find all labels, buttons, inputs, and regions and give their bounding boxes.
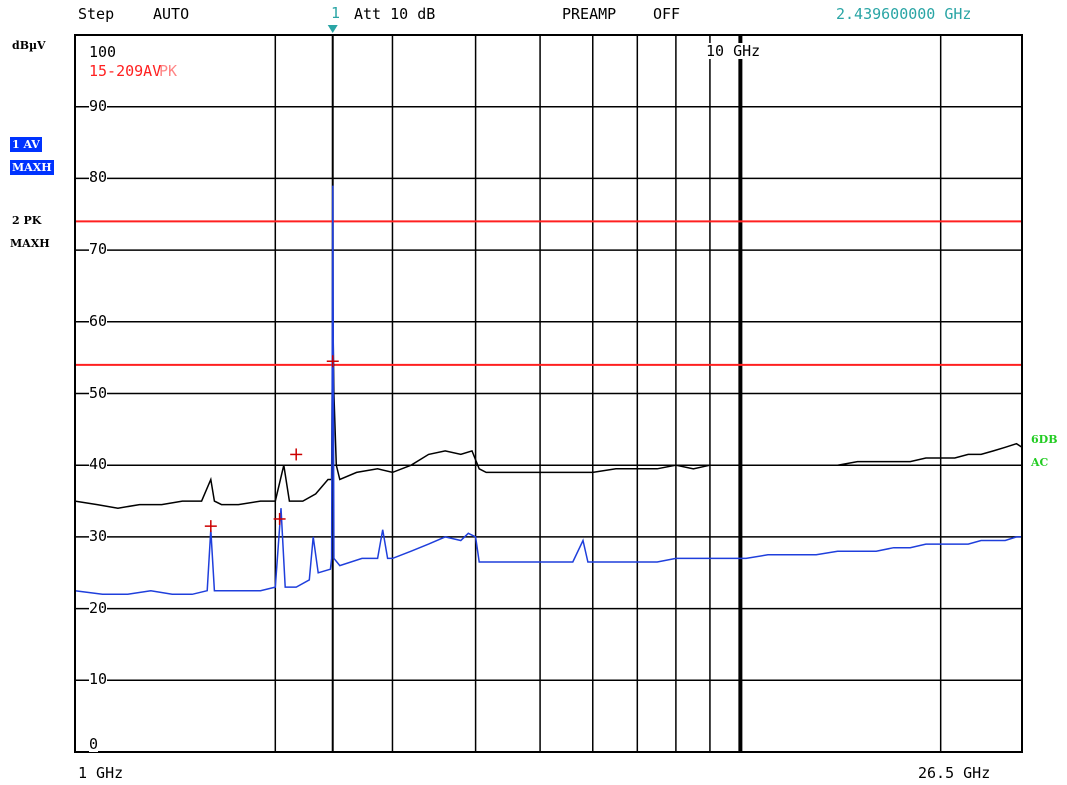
trace1-badge: 1 AV	[10, 137, 42, 152]
markers	[204, 355, 339, 533]
ref-level-label: 100	[89, 43, 117, 61]
preamp-label: PREAMP	[562, 5, 617, 23]
y-tick-label: 70	[89, 240, 108, 259]
center-frequency: 2.439600000 GHz	[836, 5, 972, 23]
limit-line-name-main: 15-209AV	[89, 62, 162, 80]
marker-number: 1	[331, 4, 341, 22]
trace2-mode: MAXH	[10, 237, 50, 250]
coupling-label: AC	[1031, 456, 1049, 469]
y-tick-label: 50	[89, 383, 108, 402]
limit-lines	[75, 220, 1022, 366]
x-stop-label: 26.5 GHz	[918, 764, 991, 782]
traces	[74, 185, 1023, 596]
y-tick-label: 60	[89, 311, 108, 330]
step-label: Step	[78, 5, 115, 23]
unit-label: dBµV	[12, 39, 46, 52]
attenuation-label: Att 10 dB	[354, 5, 436, 23]
limit-line-name-suffix: PK	[159, 62, 178, 80]
y-tick-label: 30	[89, 526, 108, 545]
y-tick-label: 40	[89, 455, 108, 474]
trace2-label: 2 PK	[12, 214, 42, 227]
average-trace	[74, 185, 1022, 596]
step-value: AUTO	[153, 5, 190, 23]
marker-triangle-icon	[327, 25, 338, 33]
y-tick-label: 10	[89, 670, 108, 689]
trace1-mode-badge: MAXH	[10, 160, 54, 175]
peak-trace	[74, 307, 1023, 509]
grid	[75, 35, 1022, 752]
limit-line-name: 15-209AV	[89, 63, 161, 79]
detector-label: 6DB	[1031, 433, 1058, 446]
x-start-label: 1 GHz	[78, 764, 124, 782]
y-tick-label: 90	[89, 96, 108, 115]
y-tick-label: 80	[89, 168, 108, 187]
y-tick-label: 20	[89, 598, 108, 617]
preamp-state: OFF	[653, 5, 681, 23]
y-tick-label: 0	[89, 735, 99, 753]
marker-frequency-label: 10 GHz	[706, 42, 761, 60]
plot-frame	[74, 34, 1023, 753]
